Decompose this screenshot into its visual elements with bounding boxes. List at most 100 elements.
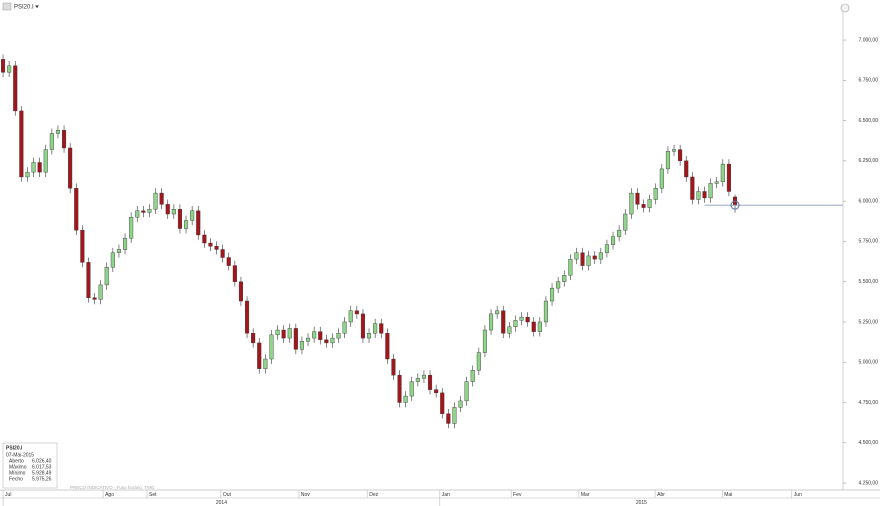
- candle-body: [672, 149, 677, 152]
- candle-body: [562, 275, 567, 282]
- chart-title[interactable]: PSI20.I: [14, 5, 34, 11]
- candle-body: [550, 287, 555, 302]
- candle-body: [147, 208, 152, 213]
- candle-body: [275, 329, 280, 336]
- y-tick-label: 5.000,00: [859, 360, 879, 366]
- symbol-icon[interactable]: [2, 2, 12, 11]
- candle-body: [49, 133, 54, 150]
- candle-body: [379, 323, 384, 334]
- candle-body: [141, 210, 146, 213]
- candle-body: [269, 334, 274, 360]
- settings-icon[interactable]: [840, 3, 850, 13]
- candle-body: [330, 337, 335, 344]
- candle-body: [617, 229, 622, 237]
- candle-body: [293, 328, 298, 350]
- candle-body: [415, 378, 420, 382]
- candle-body: [354, 310, 359, 315]
- candle-body: [306, 337, 311, 342]
- y-tick-label: 4.500,00: [859, 440, 879, 446]
- year-label: 2015: [636, 500, 647, 506]
- candle-body: [482, 329, 487, 353]
- candle-body: [684, 160, 689, 178]
- candle-body: [476, 352, 481, 371]
- info-symbol: PSI20.I: [6, 445, 23, 451]
- y-tick-label: 5.250,00: [859, 319, 879, 325]
- info-label: Fecho: [9, 476, 23, 482]
- candle-body: [659, 168, 664, 189]
- candle-body: [452, 407, 457, 424]
- candle-body: [629, 192, 634, 215]
- y-tick-label: 6.250,00: [859, 158, 879, 164]
- candle-body: [501, 310, 506, 334]
- candle-body: [373, 323, 378, 334]
- info-value: 6.026,40: [32, 458, 52, 464]
- candle-body: [678, 149, 683, 162]
- candle-body: [190, 210, 195, 221]
- candle-body: [495, 310, 500, 315]
- candle-body: [116, 249, 121, 253]
- candle-body: [68, 147, 73, 189]
- candle-body: [104, 266, 109, 286]
- info-box: [2, 442, 58, 489]
- info-value: 5.975,26: [32, 476, 52, 482]
- candle-body: [245, 300, 250, 334]
- candle-body: [348, 310, 353, 323]
- candle-body: [458, 400, 463, 408]
- x-tick-label: Dez: [369, 492, 378, 498]
- candle-body: [489, 313, 494, 331]
- candle-body: [196, 210, 201, 236]
- x-tick-label: Jun: [794, 492, 802, 498]
- candle-body: [251, 333, 256, 344]
- x-tick-label: Jan: [442, 492, 450, 498]
- candle-body: [720, 163, 725, 183]
- candle-body: [464, 381, 469, 402]
- candle-body: [690, 176, 695, 200]
- candle-body: [525, 316, 530, 323]
- candle-body: [726, 163, 731, 192]
- candle-body: [31, 162, 36, 173]
- candle-body: [1, 59, 6, 73]
- candle-body: [543, 300, 548, 323]
- candle-body: [592, 255, 597, 260]
- candle-body: [19, 110, 24, 178]
- candle-body: [159, 192, 164, 205]
- candle-body: [409, 381, 414, 397]
- candle-body: [604, 244, 609, 253]
- candle-body: [434, 389, 439, 394]
- x-tick-label: Mai: [724, 492, 732, 498]
- candle-body: [80, 229, 85, 263]
- info-date: 07-Mai-2015: [6, 452, 34, 458]
- x-tick-label: Fev: [513, 492, 522, 498]
- candle-body: [238, 281, 243, 302]
- candle-body: [208, 242, 213, 247]
- candle-body: [202, 234, 207, 244]
- candle-body: [135, 210, 140, 218]
- y-tick-label: 6.500,00: [859, 118, 879, 124]
- info-value: 5.928,49: [32, 470, 52, 476]
- candle-body: [287, 328, 292, 339]
- candle-body: [513, 320, 518, 328]
- candle-body: [470, 370, 475, 382]
- candle-body: [318, 331, 323, 340]
- last-price-marker: [730, 200, 740, 210]
- x-tick-label: Out: [223, 492, 232, 498]
- candle-body: [312, 331, 317, 339]
- candle-body: [586, 255, 591, 266]
- y-tick-label: 7.000,00: [859, 37, 879, 43]
- y-tick-label: 6.000,00: [859, 198, 879, 204]
- info-label: Aberto: [9, 458, 24, 464]
- y-tick-label: 4.750,00: [859, 400, 879, 406]
- dropdown-arrow[interactable]: [35, 5, 39, 9]
- candle-body: [220, 249, 225, 258]
- candle-body: [641, 204, 646, 208]
- candle-body: [446, 413, 451, 424]
- candle-body: [574, 252, 579, 260]
- year-label: 2014: [216, 500, 227, 506]
- candle-body: [123, 237, 128, 250]
- footnote: PREÇO INDICATIVO · Fuso horário: TMG: [70, 485, 155, 490]
- candle-body: [342, 321, 347, 334]
- candle-body: [391, 358, 396, 376]
- candle-body: [367, 333, 372, 339]
- candle-body: [428, 374, 433, 390]
